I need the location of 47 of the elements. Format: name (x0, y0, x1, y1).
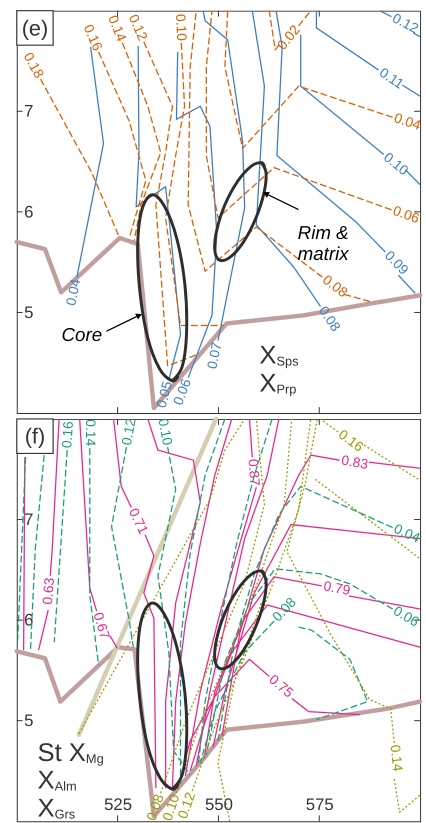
y-tick-label: 5 (24, 302, 34, 322)
annotation: XGrs (37, 794, 76, 822)
text: 0.14 (82, 419, 98, 446)
text: 0.09 (382, 248, 412, 278)
text: 0.04 (392, 110, 423, 134)
text: 0.06 (390, 603, 422, 630)
annotation: XAlm (37, 766, 77, 795)
text: 0.87 (246, 458, 262, 486)
text: 0.08 (320, 272, 351, 300)
y-tick-label: 7 (24, 102, 34, 121)
x-tick-label: 550 (204, 794, 233, 814)
y-tick-label: 6 (24, 610, 34, 630)
annotation: St XMg (37, 739, 104, 768)
text: 0.07 (204, 340, 224, 370)
text: 0.79 (322, 578, 352, 598)
text: 0.08 (270, 594, 300, 624)
text: 0.16 (80, 22, 106, 54)
text: 0.11 (376, 64, 406, 92)
y-tick-label: 6 (24, 202, 34, 222)
text: 0.06 (390, 202, 422, 226)
y-tick-label: 5 (24, 711, 34, 730)
text: 0.67 (90, 610, 113, 641)
text: 0.16 (336, 426, 366, 455)
text: 0.10 (155, 417, 176, 447)
annotation: XPrp (259, 369, 296, 398)
text: 0.71 (126, 506, 151, 536)
text: 0.10 (172, 14, 190, 42)
text: 0.18 (20, 50, 47, 81)
text: 0.75 (266, 672, 297, 701)
x-tick-label: 575 (306, 794, 334, 814)
text: 0.63 (40, 576, 58, 606)
annotation: Rim & matrix (298, 222, 350, 264)
text: 0.10 (380, 150, 412, 178)
chart-title: (e) (22, 15, 48, 40)
text: 0.12 (390, 10, 421, 36)
text: 0.14 (388, 744, 406, 773)
text: 0.06 (170, 376, 194, 408)
chart-title: (f) (24, 424, 46, 449)
text: 0.16 (59, 420, 76, 449)
text: 0.83 (340, 452, 370, 472)
annotation: Core (62, 324, 102, 346)
text: 0.04 (63, 277, 84, 307)
annotation: XSps (259, 342, 299, 370)
text: 0.04 (392, 521, 423, 546)
y-tick-label: 7 (24, 510, 34, 529)
text: 0.12 (118, 417, 139, 446)
x-tick-label: 525 (104, 794, 132, 814)
